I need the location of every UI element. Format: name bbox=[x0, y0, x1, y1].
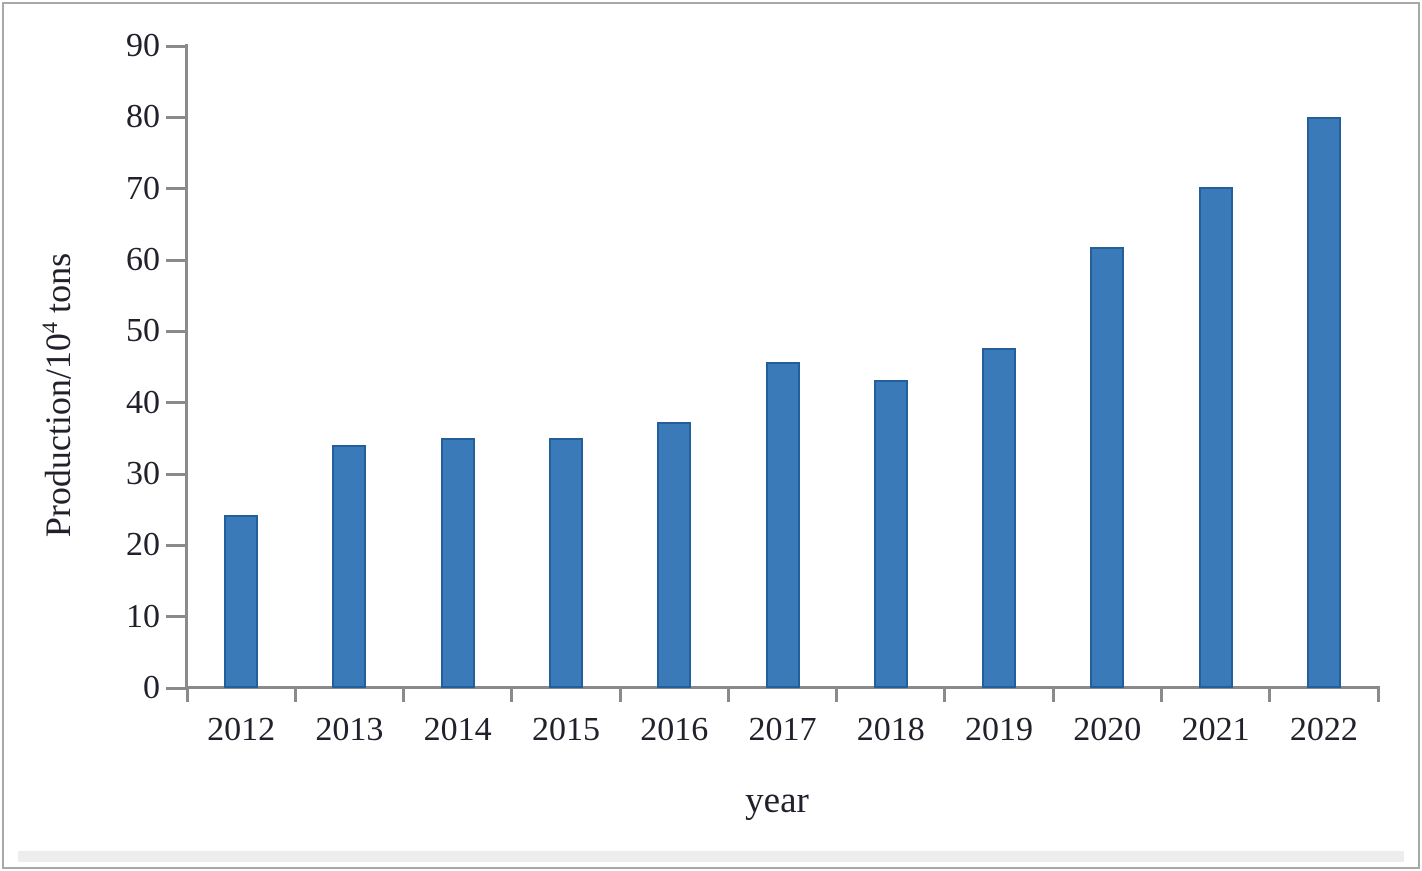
bar-2012 bbox=[224, 514, 259, 688]
x-axis-tick-label: 2013 bbox=[315, 711, 384, 748]
x-axis-tick bbox=[402, 689, 406, 702]
x-axis-tick bbox=[1159, 689, 1163, 702]
x-axis-tick bbox=[835, 689, 839, 702]
y-axis-tick-label: 50 bbox=[126, 312, 160, 350]
x-axis-tick-label: 2017 bbox=[748, 711, 817, 748]
x-axis-tick-label: 2016 bbox=[640, 711, 709, 748]
x-axis-tick bbox=[618, 689, 622, 702]
bottom-edge-strip bbox=[18, 851, 1404, 862]
y-axis-tick bbox=[166, 401, 187, 405]
y-axis-line bbox=[185, 44, 188, 690]
y-axis-tick bbox=[166, 472, 187, 476]
y-axis-title-suffix: tons bbox=[38, 252, 78, 322]
bar-2018 bbox=[873, 379, 908, 688]
x-axis-tick-label: 2012 bbox=[207, 711, 276, 748]
y-axis-tick bbox=[166, 187, 187, 191]
bar-2019 bbox=[982, 348, 1017, 688]
x-axis-tick-label: 2022 bbox=[1289, 711, 1358, 748]
y-axis-tick-label: 40 bbox=[126, 383, 160, 421]
y-axis-tick bbox=[166, 615, 187, 619]
x-axis-title: year bbox=[745, 780, 809, 821]
x-axis-tick bbox=[1051, 689, 1055, 702]
x-axis-tick bbox=[293, 689, 297, 702]
bar-2016 bbox=[657, 421, 692, 688]
bar-2020 bbox=[1090, 247, 1125, 688]
y-axis-title: Production/104 tons bbox=[37, 180, 79, 610]
x-axis-tick bbox=[510, 689, 514, 702]
y-axis-tick-label: 0 bbox=[143, 669, 160, 706]
bar-2014 bbox=[440, 437, 475, 688]
y-axis-title-prefix: Production/10 bbox=[38, 333, 78, 538]
bar-2021 bbox=[1198, 187, 1233, 688]
y-axis-tick-label: 90 bbox=[126, 27, 160, 64]
y-axis-tick bbox=[166, 329, 187, 333]
y-axis-tick bbox=[166, 44, 187, 48]
y-axis-tick bbox=[166, 686, 187, 690]
x-axis-tick-label: 2020 bbox=[1073, 711, 1142, 748]
x-axis-tick-label: 2019 bbox=[965, 711, 1034, 748]
y-axis-tick bbox=[166, 258, 187, 262]
y-axis-tick-label: 70 bbox=[126, 169, 160, 207]
y-axis-tick-label: 80 bbox=[126, 98, 160, 136]
y-axis-tick-label: 10 bbox=[126, 597, 160, 635]
y-axis-tick-label: 60 bbox=[126, 241, 160, 278]
x-axis-tick bbox=[1268, 689, 1272, 702]
bar-2013 bbox=[332, 445, 367, 688]
x-axis-tick bbox=[726, 689, 730, 702]
x-axis-tick-label: 2015 bbox=[531, 711, 600, 748]
y-axis-tick-label: 30 bbox=[126, 455, 160, 492]
x-axis-tick-label: 2021 bbox=[1181, 711, 1250, 748]
bar-2017 bbox=[765, 362, 800, 688]
y-axis-tick bbox=[166, 543, 187, 547]
x-axis-tick bbox=[185, 689, 189, 702]
x-axis-tick bbox=[1376, 689, 1380, 702]
y-axis-tick-label: 20 bbox=[126, 526, 160, 564]
y-axis-title-superscript: 4 bbox=[37, 321, 62, 334]
bar-2022 bbox=[1306, 116, 1341, 688]
x-axis-tick-label: 2018 bbox=[856, 711, 925, 748]
x-axis-tick bbox=[943, 689, 947, 702]
y-axis-tick bbox=[166, 115, 187, 119]
x-axis-tick-label: 2014 bbox=[423, 711, 492, 748]
bar-2015 bbox=[548, 437, 583, 688]
